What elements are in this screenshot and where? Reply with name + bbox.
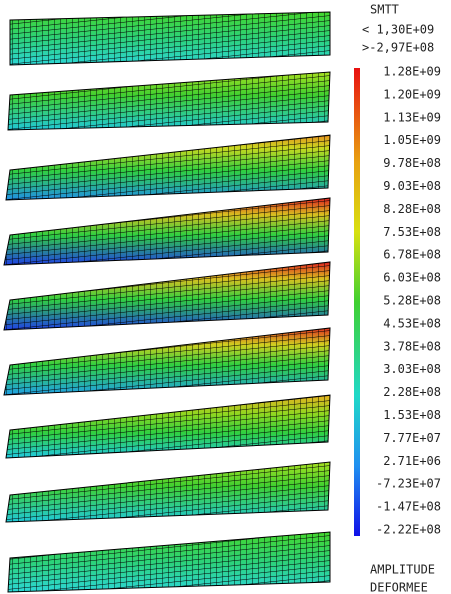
slab <box>7 71 331 131</box>
footer-line: DEFORMEE <box>370 581 428 594</box>
slab <box>5 134 331 201</box>
scale-label: 9.03E+08 <box>383 179 441 193</box>
slab <box>5 394 331 459</box>
slab <box>3 261 331 331</box>
scale-label: 6.03E+08 <box>383 271 441 285</box>
color-bar <box>354 68 360 536</box>
scale-label: 1.28E+09 <box>383 65 441 79</box>
slab <box>7 531 331 593</box>
slab <box>9 11 331 66</box>
scale-label: 7.53E+08 <box>383 225 441 239</box>
slab <box>3 197 331 266</box>
footer-line: AMPLITUDE <box>370 563 435 577</box>
scale-label: 3.03E+08 <box>383 362 441 376</box>
legend-title: SMTT <box>370 3 399 17</box>
scale-label: 1.13E+09 <box>383 110 441 124</box>
color-scale-labels: 1.28E+09 1.20E+09 1.13E+09 1.05E+09 9.78E+08… <box>376 65 441 537</box>
scale-label: 9.78E+08 <box>383 156 441 170</box>
scale-label: 6.78E+08 <box>383 248 441 262</box>
scale-label: 1.05E+09 <box>383 133 441 147</box>
scale-label: 5.28E+08 <box>383 294 441 308</box>
scale-label: 7.77E+07 <box>383 431 441 445</box>
scale-label: 8.28E+08 <box>383 202 441 216</box>
legend-max: < 1,30E+09 <box>362 23 434 37</box>
scale-label: -2.22E+08 <box>376 523 441 537</box>
mesh-plot <box>3 11 331 593</box>
scale-label: 2.28E+08 <box>383 385 441 399</box>
scale-label: 1.53E+08 <box>383 408 441 422</box>
legend-min: >-2,97E+08 <box>362 41 434 55</box>
slab <box>3 327 331 396</box>
scale-label: -7.23E+07 <box>376 477 441 491</box>
slab <box>5 461 331 523</box>
scale-label: 4.53E+08 <box>383 316 441 330</box>
scale-label: -1.47E+08 <box>376 500 441 514</box>
scale-label: 3.78E+08 <box>383 339 441 353</box>
scale-label: 1.20E+09 <box>383 87 441 101</box>
scale-label: 2.71E+06 <box>383 454 441 468</box>
